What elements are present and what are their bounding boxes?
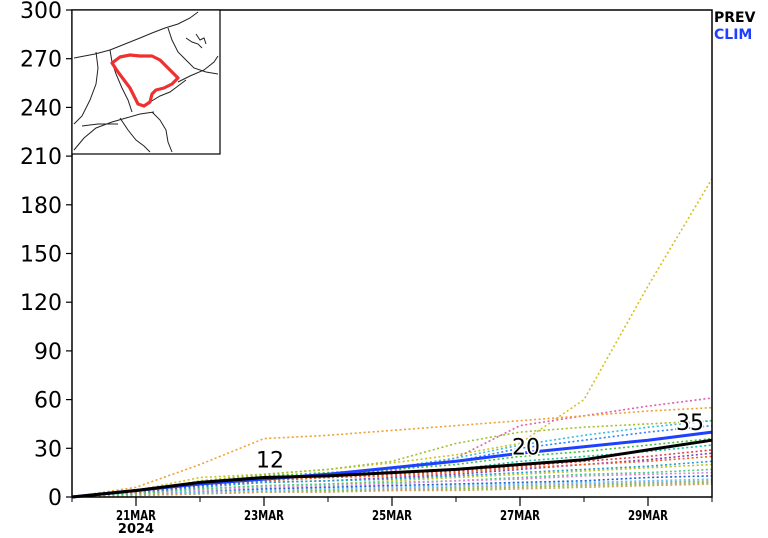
- y-tick-label: 300: [20, 0, 62, 24]
- y-tick-label: 0: [48, 486, 62, 511]
- annotations: 12 20 35: [255, 410, 706, 475]
- y-tick-label: 30: [34, 437, 62, 462]
- ensemble-member-line: [71, 406, 713, 498]
- border-line: [73, 11, 199, 59]
- inset-map-frame: [71, 9, 221, 155]
- ensemble-member-line: [71, 178, 713, 498]
- border-line: [177, 55, 219, 83]
- ensemble-member-line: [71, 460, 713, 498]
- series-line-prev: [71, 438, 713, 499]
- x-tick-label: 29MAR: [628, 509, 668, 524]
- y-tick-label: 180: [20, 194, 62, 219]
- border-line: [151, 111, 173, 153]
- ensemble-member-line: [71, 449, 713, 498]
- inset-map-borders: [73, 11, 219, 153]
- border-line: [167, 27, 219, 75]
- y-tick-label: 120: [20, 291, 62, 316]
- data-label: 35: [676, 411, 704, 436]
- border-line: [109, 49, 133, 113]
- border-line: [185, 37, 203, 49]
- ensemble-member-line: [71, 437, 713, 498]
- ensemble-member-line: [71, 463, 713, 498]
- y-tick-label: 270: [20, 48, 62, 73]
- ensemble-member-line: [71, 475, 713, 498]
- x-tick-label: 21MAR: [116, 509, 156, 524]
- legend-clim: CLIM: [714, 27, 753, 43]
- x-tick-label: 25MAR: [372, 509, 412, 524]
- plot-frame: [71, 9, 713, 498]
- border-line: [195, 33, 207, 45]
- border-line: [73, 51, 99, 125]
- border-line: [81, 123, 118, 127]
- border-line: [73, 111, 155, 151]
- data-label: 20: [512, 436, 540, 461]
- ensemble-member-line: [71, 468, 713, 498]
- y-axis: 0 30 60 90 120 150 180 210 240 270 300: [20, 0, 72, 511]
- highlighted-region: [110, 53, 180, 108]
- inset-map: [71, 9, 221, 155]
- border-line: [119, 117, 151, 153]
- y-tick-label: 240: [20, 96, 62, 121]
- ensemble-member-line: [71, 480, 713, 498]
- y-tick-label: 60: [34, 389, 62, 414]
- ensemble-member-line: [71, 455, 713, 498]
- data-label: 12: [256, 449, 284, 474]
- ensemble-members: [71, 178, 713, 498]
- y-tick-label: 210: [20, 145, 62, 170]
- ensemble-member-line: [71, 483, 713, 498]
- x-tick-sublabel: 2024: [118, 522, 154, 537]
- y-tick-label: 90: [34, 340, 62, 365]
- ensemble-member-line: [71, 471, 713, 498]
- y-tick-label: 150: [20, 243, 62, 268]
- legend-prev: PREV: [714, 10, 756, 26]
- x-tick-label: 27MAR: [500, 509, 540, 524]
- x-tick-label: 23MAR: [244, 509, 284, 524]
- border-line: [149, 79, 187, 103]
- ensemble-member-line: [71, 397, 713, 498]
- main-series: [71, 430, 713, 499]
- ensemble-member-line: [71, 478, 713, 498]
- ensemble-member-line: [71, 452, 713, 498]
